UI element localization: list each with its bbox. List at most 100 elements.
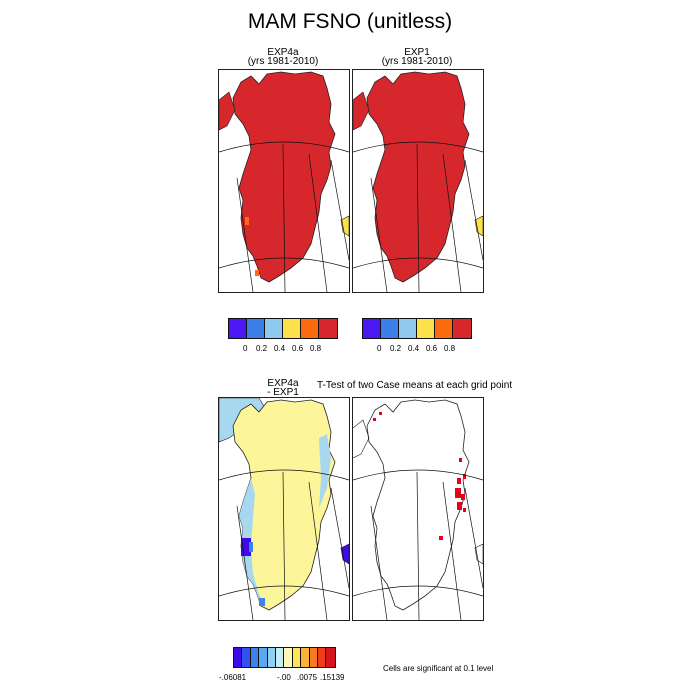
colorbar-difference xyxy=(233,647,336,668)
canada-coast xyxy=(353,419,370,459)
iceland-fragment xyxy=(474,215,483,237)
diff-colorbar-swatch xyxy=(301,648,310,667)
colorbar-swatch xyxy=(283,319,301,338)
diff-colorbar-label: .15139 xyxy=(320,673,345,682)
colorbar-label: 0.6 xyxy=(426,344,438,353)
meridian-line xyxy=(308,153,328,292)
significance-note: Cells are significant at 0.1 level xyxy=(383,664,494,673)
colorbar-swatch xyxy=(435,319,453,338)
significant-cell xyxy=(373,418,376,421)
colorbar-label: 0.8 xyxy=(310,344,322,353)
meridian-line xyxy=(370,505,388,620)
meridian-line xyxy=(464,159,483,261)
diff-margin xyxy=(239,478,265,606)
meridian-line xyxy=(330,159,349,261)
significant-cell xyxy=(463,508,466,512)
colorbar-swatch xyxy=(417,319,435,338)
map-ttest xyxy=(352,397,484,621)
iceland-fragment xyxy=(340,543,349,565)
panel-subtitle: - EXP1 xyxy=(267,387,299,398)
colorbar-swatch xyxy=(363,319,381,338)
parallel-line xyxy=(353,141,483,153)
iceland-outline xyxy=(474,543,483,565)
panel-name: EXP4a xyxy=(267,378,299,389)
greenland-outline xyxy=(366,399,470,611)
canada-coast xyxy=(353,91,370,131)
meridian-line xyxy=(282,471,286,620)
colorbar-label: 0 xyxy=(377,344,382,353)
panel-name: EXP1 xyxy=(404,47,430,58)
orange-cell xyxy=(255,270,259,276)
colorbar-swatch xyxy=(301,319,319,338)
meridian-line xyxy=(464,487,483,589)
meridian-line xyxy=(330,487,349,589)
meridian-line xyxy=(282,143,286,292)
significant-cell xyxy=(455,488,461,498)
diff-colorbar-swatch xyxy=(267,648,276,667)
parallel-line xyxy=(219,585,349,597)
parallel-line xyxy=(219,141,349,153)
significant-cell xyxy=(379,412,382,415)
diff-colorbar-swatch xyxy=(250,648,260,667)
map-difference xyxy=(218,397,350,621)
colorbar-swatch xyxy=(319,319,337,338)
panel-subtitle: (yrs 1981-2010) xyxy=(381,56,453,67)
parallel-line xyxy=(219,469,349,481)
diff-margin xyxy=(319,434,331,508)
significant-cell xyxy=(439,536,443,540)
meridian-line xyxy=(416,471,420,620)
significant-cell xyxy=(459,458,462,462)
greenland-fill xyxy=(232,71,336,283)
map-exp1 xyxy=(352,69,484,293)
colorbar-swatch xyxy=(247,319,265,338)
colorbar-label: 0.4 xyxy=(408,344,420,353)
negative-anomaly xyxy=(259,598,265,606)
figure-title: MAM FSNO (unitless) xyxy=(247,10,453,33)
panel-subtitle: (yrs 1981-2010) xyxy=(247,56,319,67)
meridian-line xyxy=(236,177,254,292)
panel-title-exp4a: EXP4a (yrs 1981-2010) xyxy=(218,47,348,67)
meridian-line xyxy=(236,505,254,620)
negative-anomaly xyxy=(241,538,251,556)
colorbar-swatch xyxy=(381,319,399,338)
meridian-line xyxy=(442,153,462,292)
significant-cell xyxy=(463,474,466,479)
panel-title-diff: EXP4a - EXP1 xyxy=(218,378,348,398)
greenland-fill xyxy=(366,71,470,283)
panel-title-exp1: EXP1 (yrs 1981-2010) xyxy=(352,47,482,67)
colorbar-label: 0.2 xyxy=(390,344,402,353)
colorbar-label: 0.8 xyxy=(444,344,456,353)
panel-name: EXP4a xyxy=(267,47,299,58)
significant-cell xyxy=(457,502,462,510)
diff-colorbar-swatch xyxy=(309,648,318,667)
colorbar-label: 0.2 xyxy=(256,344,268,353)
diff-colorbar-swatch xyxy=(284,648,293,667)
meridian-line xyxy=(416,143,420,292)
significant-cell xyxy=(457,478,461,484)
meridian-line xyxy=(370,177,388,292)
diff-colorbar-swatch xyxy=(292,648,302,667)
diff-colorbar-swatch xyxy=(275,648,285,667)
colorbar-swatch xyxy=(453,319,471,338)
colorbar-swatch xyxy=(399,319,417,338)
colorbar-swatch xyxy=(265,319,283,338)
meridian-line xyxy=(442,481,462,620)
meridian-line xyxy=(308,481,328,620)
colorbar-label: 0.4 xyxy=(274,344,286,353)
negative-anomaly xyxy=(249,542,253,552)
colorbar-exp1 xyxy=(362,318,472,339)
iceland-fragment xyxy=(340,215,349,237)
canada-coast xyxy=(219,91,236,131)
colorbar-label: 0 xyxy=(243,344,248,353)
parallel-line xyxy=(353,469,483,481)
colorbar-exp4a xyxy=(228,318,338,339)
map-exp4a xyxy=(218,69,350,293)
diff-colorbar-label: -.00 xyxy=(277,673,291,682)
parallel-line xyxy=(219,257,349,269)
diff-colorbar-swatch xyxy=(326,648,335,667)
significant-cell xyxy=(461,494,465,500)
parallel-line xyxy=(353,585,483,597)
diff-colorbar-swatch xyxy=(234,648,243,667)
diff-colorbar-label: -.06081 xyxy=(219,673,247,682)
ttest-title: T-Test of two Case means at each grid po… xyxy=(317,380,513,391)
